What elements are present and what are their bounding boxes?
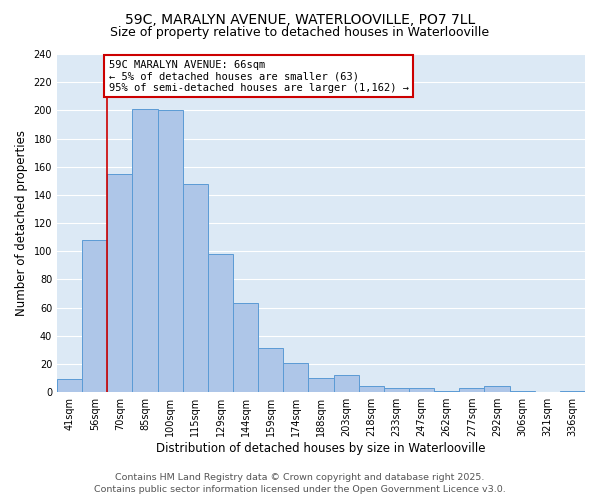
Text: Contains HM Land Registry data © Crown copyright and database right 2025.
Contai: Contains HM Land Registry data © Crown c…	[94, 472, 506, 494]
Bar	[233, 304, 258, 392]
Bar	[107, 174, 133, 392]
Bar	[57, 380, 82, 392]
Bar	[409, 388, 434, 392]
Bar	[384, 388, 409, 392]
Y-axis label: Number of detached properties: Number of detached properties	[15, 130, 28, 316]
Bar	[158, 110, 183, 392]
Bar	[560, 390, 585, 392]
Bar	[283, 362, 308, 392]
Bar	[183, 184, 208, 392]
Bar	[459, 388, 484, 392]
Bar	[334, 375, 359, 392]
Text: Size of property relative to detached houses in Waterlooville: Size of property relative to detached ho…	[110, 26, 490, 39]
Bar	[82, 240, 107, 392]
Bar	[208, 254, 233, 392]
Text: 59C MARALYN AVENUE: 66sqm
← 5% of detached houses are smaller (63)
95% of semi-d: 59C MARALYN AVENUE: 66sqm ← 5% of detach…	[109, 60, 409, 93]
Bar	[308, 378, 334, 392]
Bar	[133, 109, 158, 392]
Bar	[359, 386, 384, 392]
Bar	[434, 390, 459, 392]
X-axis label: Distribution of detached houses by size in Waterlooville: Distribution of detached houses by size …	[156, 442, 486, 455]
Bar	[509, 390, 535, 392]
Bar	[258, 348, 283, 392]
Text: 59C, MARALYN AVENUE, WATERLOOVILLE, PO7 7LL: 59C, MARALYN AVENUE, WATERLOOVILLE, PO7 …	[125, 12, 475, 26]
Bar	[484, 386, 509, 392]
